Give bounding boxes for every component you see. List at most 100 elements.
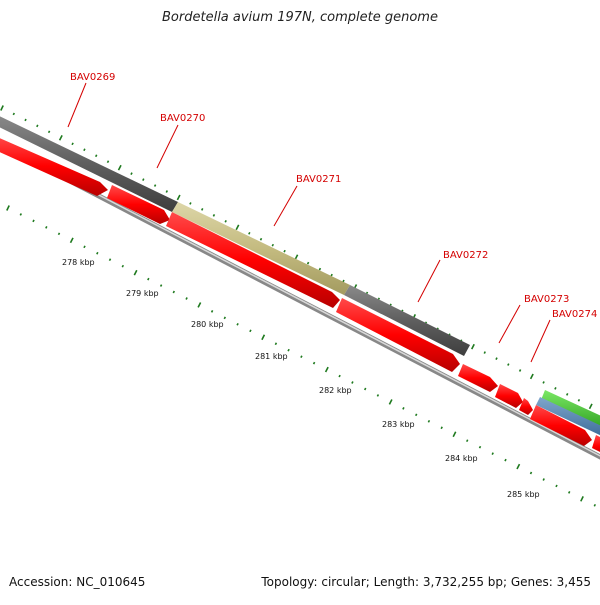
tick-mark — [172, 290, 176, 294]
scale-label-283: 283 kbp — [382, 420, 415, 429]
gene-label-bav0271[interactable]: BAV0271 — [296, 174, 341, 185]
tick-mark — [96, 251, 99, 255]
tick-mark — [69, 237, 74, 244]
scale-labels: 278 kbp 279 kbp 280 kbp 281 kbp 282 kbp … — [62, 258, 540, 499]
gene-labels: BAV0269 BAV0270 BAV0271 BAV0272 BAV0273 … — [70, 72, 597, 320]
gene-label-bav0269[interactable]: BAV0269 — [70, 72, 115, 83]
scale-label-281: 281 kbp — [255, 352, 288, 361]
tick-mark — [518, 369, 522, 372]
cds-arrow[interactable] — [592, 435, 600, 457]
gene-bav0271-bar[interactable] — [172, 202, 350, 295]
tick-mark — [248, 231, 251, 235]
tick-mark — [200, 208, 204, 211]
tick-mark — [516, 463, 521, 470]
map-title: Bordetella avium 197N, complete genome — [162, 10, 438, 25]
tick-mark — [117, 164, 122, 171]
genome-summary-text: Topology: circular; Length: 3,732,255 bp… — [261, 575, 591, 589]
gene-label-leaders — [67, 82, 551, 363]
tick-mark — [130, 172, 133, 175]
scale-tick-marks — [6, 205, 597, 507]
cds-arrow[interactable] — [336, 298, 460, 372]
cds-arrow[interactable] — [0, 136, 108, 196]
tick-mark — [542, 478, 545, 481]
tick-mark — [312, 361, 316, 365]
tick-mark — [224, 220, 227, 223]
tick-mark — [478, 445, 482, 449]
tick-mark — [491, 452, 494, 455]
gene-label-bav0272[interactable]: BAV0272 — [443, 250, 488, 261]
tick-mark — [507, 363, 510, 366]
tick-mark — [363, 387, 367, 391]
tick-mark — [0, 105, 4, 111]
tick-mark — [318, 267, 322, 271]
gene-bav0272-bar[interactable] — [344, 285, 470, 356]
tick-mark — [71, 142, 74, 146]
tick-mark — [259, 237, 263, 241]
tick-mark — [83, 148, 86, 152]
tick-mark — [133, 269, 138, 276]
tick-mark — [330, 273, 333, 277]
tick-mark — [414, 413, 418, 417]
tick-mark — [287, 348, 290, 352]
tick-mark — [452, 431, 457, 438]
tick-mark — [94, 154, 98, 158]
scale-label-282: 282 kbp — [319, 386, 352, 395]
tick-mark — [197, 302, 202, 308]
tick-mark — [159, 284, 163, 287]
tick-mark — [306, 261, 310, 265]
tick-mark — [47, 130, 51, 134]
cds-track — [0, 136, 600, 457]
scale-label-285: 285 kbp — [507, 490, 540, 499]
cds-arrow[interactable] — [166, 212, 340, 308]
cds-arrow[interactable] — [519, 398, 533, 415]
gene-bav0274-blue-bar[interactable] — [536, 397, 600, 438]
tick-mark — [427, 419, 431, 423]
tick-mark — [274, 342, 278, 346]
tick-mark — [465, 439, 469, 443]
cds-arrow[interactable] — [530, 405, 592, 446]
tick-mark — [32, 219, 35, 223]
scale-label-278: 278 kbp — [62, 258, 95, 267]
tick-mark — [24, 118, 27, 122]
tick-mark — [261, 334, 266, 341]
tick-mark — [153, 184, 157, 187]
tick-mark — [236, 323, 239, 326]
tick-mark — [542, 381, 545, 384]
tick-mark — [529, 471, 533, 475]
tick-mark — [351, 381, 354, 384]
tick-mark — [106, 160, 110, 164]
tick-mark — [58, 135, 63, 141]
tick-mark — [142, 178, 145, 181]
tick-mark — [577, 399, 581, 402]
gene-bav0269-bar[interactable] — [0, 114, 178, 212]
gene-label-bav0274[interactable]: BAV0274 — [552, 309, 597, 320]
tick-mark — [555, 484, 558, 488]
gene-bav0274-green-bar[interactable] — [541, 390, 600, 430]
gene-label-bav0270[interactable]: BAV0270 — [160, 113, 205, 124]
tick-mark — [235, 224, 240, 231]
tick-mark — [121, 264, 125, 268]
cds-arrow[interactable] — [107, 185, 170, 224]
tick-mark — [271, 243, 275, 247]
scale-label-284: 284 kbp — [445, 454, 478, 463]
tick-mark — [565, 393, 569, 396]
scale-label-280: 280 kbp — [191, 320, 224, 329]
tick-mark — [554, 387, 557, 390]
tick-mark — [210, 310, 214, 313]
tick-mark — [529, 373, 534, 380]
tick-mark — [388, 399, 393, 405]
tick-mark — [176, 194, 181, 201]
tick-mark — [83, 245, 86, 249]
tick-mark — [223, 316, 227, 320]
tick-mark — [567, 491, 571, 494]
tick-mark — [19, 213, 23, 216]
gene-label-bav0273[interactable]: BAV0273 — [524, 294, 569, 305]
cds-arrow[interactable] — [495, 384, 523, 408]
tick-mark — [185, 297, 188, 300]
tick-mark — [483, 351, 486, 354]
tick-mark — [6, 205, 10, 211]
tick-mark — [440, 426, 443, 430]
cds-arrow[interactable] — [458, 364, 498, 392]
